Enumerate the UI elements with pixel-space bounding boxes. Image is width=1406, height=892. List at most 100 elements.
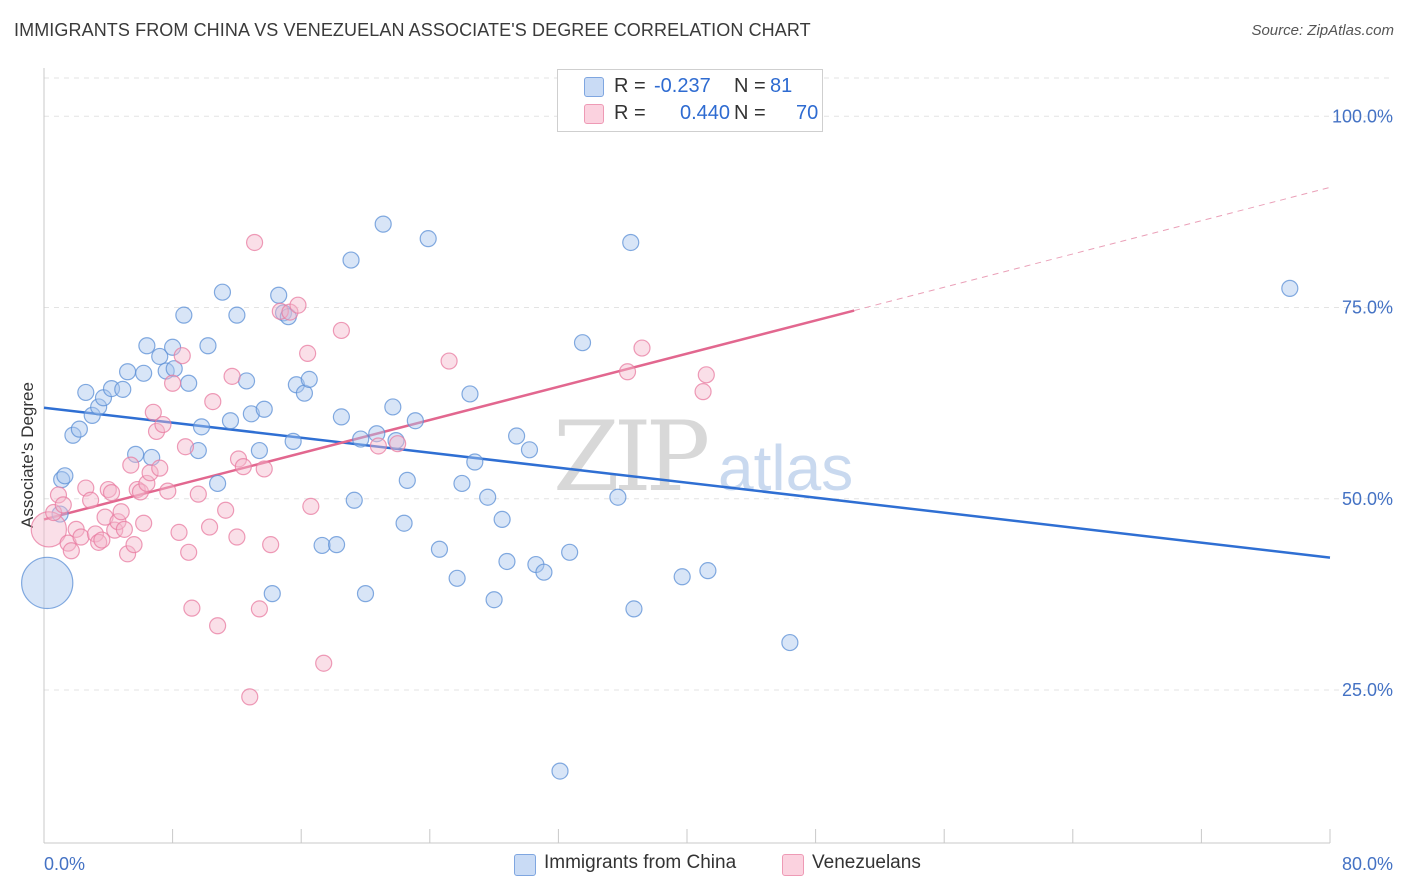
legend-r-label: R =: [614, 75, 646, 97]
point-venezuelans: [180, 543, 198, 561]
data-points: [21, 215, 1299, 780]
point-venezuelans: [96, 508, 114, 526]
y-tick-label: 50.0%: [1342, 489, 1393, 509]
point-venezuelans: [262, 536, 280, 554]
legend-n-value: 70: [796, 102, 819, 124]
point-china: [199, 337, 217, 355]
point-venezuelans: [245, 233, 264, 252]
legend: R = -0.237 N = 81 R = 0.440 N = 70: [557, 69, 823, 132]
trend-extension-venezuelans: [854, 186, 1331, 312]
axes: [43, 68, 1331, 844]
source-label: Source: ZipAtlas.com: [1251, 22, 1394, 39]
point-venezuelans: [633, 339, 651, 357]
point-venezuelans: [135, 514, 153, 532]
watermark-zip: ZIP: [553, 401, 708, 513]
point-china: [609, 488, 627, 506]
bottom-swatch-china: [514, 854, 536, 876]
legend-swatch-venezuelans: [584, 104, 604, 124]
point-china: [209, 474, 227, 493]
point-venezuelans: [289, 296, 307, 314]
legend-n-label: N =: [734, 102, 766, 124]
point-china: [448, 569, 466, 587]
point-venezuelans: [389, 435, 407, 453]
point-venezuelans: [209, 617, 227, 635]
point-china: [180, 374, 198, 392]
trend-lines: [43, 186, 1331, 559]
point-china: [127, 445, 145, 463]
point-china: [175, 306, 193, 324]
legend-r-value: -0.237: [654, 75, 711, 97]
point-china: [356, 585, 375, 603]
point-china: [263, 585, 281, 603]
point-china: [284, 432, 302, 450]
point-venezuelans: [250, 600, 269, 618]
point-china: [118, 363, 137, 381]
point-china: [673, 568, 691, 586]
point-venezuelans: [255, 460, 273, 478]
point-venezuelans: [217, 501, 235, 519]
point-china: [395, 514, 413, 532]
point-venezuelans: [332, 321, 350, 340]
x-tick-label: 80.0%: [1342, 854, 1393, 874]
trend-line-venezuelans: [43, 309, 855, 521]
point-venezuelans: [228, 528, 246, 546]
point-venezuelans: [99, 480, 117, 499]
point-china: [56, 467, 74, 485]
point-china: [250, 441, 269, 460]
point-venezuelans: [189, 485, 207, 503]
point-venezuelans: [170, 523, 188, 542]
point-venezuelans: [62, 542, 80, 560]
point-venezuelans: [299, 344, 317, 362]
point-china: [406, 412, 424, 430]
y-tick-label: 100.0%: [1332, 106, 1393, 126]
point-china: [461, 385, 479, 403]
point-venezuelans: [112, 503, 130, 521]
point-venezuelans: [122, 456, 140, 474]
point-china: [535, 563, 553, 581]
point-china: [192, 418, 211, 436]
point-china: [255, 400, 273, 418]
legend-n-label: N =: [734, 75, 766, 97]
point-china: [622, 233, 640, 252]
point-venezuelans: [118, 545, 137, 563]
point-venezuelans: [173, 347, 191, 365]
point-venezuelans: [72, 528, 90, 546]
point-china: [270, 286, 288, 304]
point-venezuelans: [176, 438, 195, 456]
y-tick-labels: 25.0% 50.0% 75.0% 100.0%: [1332, 106, 1393, 700]
point-venezuelans: [115, 520, 133, 538]
point-china: [781, 633, 799, 652]
point-venezuelans: [93, 531, 111, 549]
point-venezuelans: [49, 486, 68, 504]
point-venezuelans: [315, 654, 333, 672]
point-venezuelans: [234, 458, 252, 476]
point-china: [493, 510, 511, 529]
y-tick-label: 25.0%: [1342, 680, 1393, 700]
point-venezuelans: [618, 363, 637, 381]
point-china: [313, 536, 331, 555]
point-china: [51, 505, 69, 523]
point-china: [165, 360, 183, 378]
point-venezuelans: [90, 533, 108, 551]
legend-n-value: 81: [770, 75, 793, 97]
point-venezuelans: [138, 474, 156, 493]
point-china: [498, 552, 516, 571]
point-venezuelans: [151, 459, 169, 477]
point-china: [453, 474, 471, 493]
point-china: [70, 420, 88, 438]
point-venezuelans: [369, 437, 387, 455]
point-china: [21, 556, 74, 610]
point-china: [213, 283, 232, 301]
point-china: [151, 347, 169, 366]
legend-swatch-china: [584, 77, 604, 97]
bottom-legend-label-venezuelans: Venezuelans: [812, 852, 921, 873]
point-china: [237, 372, 256, 390]
point-venezuelans: [204, 392, 222, 411]
watermark: ZIP atlas: [553, 401, 853, 513]
point-china: [508, 427, 526, 445]
point-venezuelans: [440, 352, 458, 370]
point-china: [221, 412, 240, 430]
point-china: [332, 408, 350, 426]
point-china: [573, 334, 592, 352]
